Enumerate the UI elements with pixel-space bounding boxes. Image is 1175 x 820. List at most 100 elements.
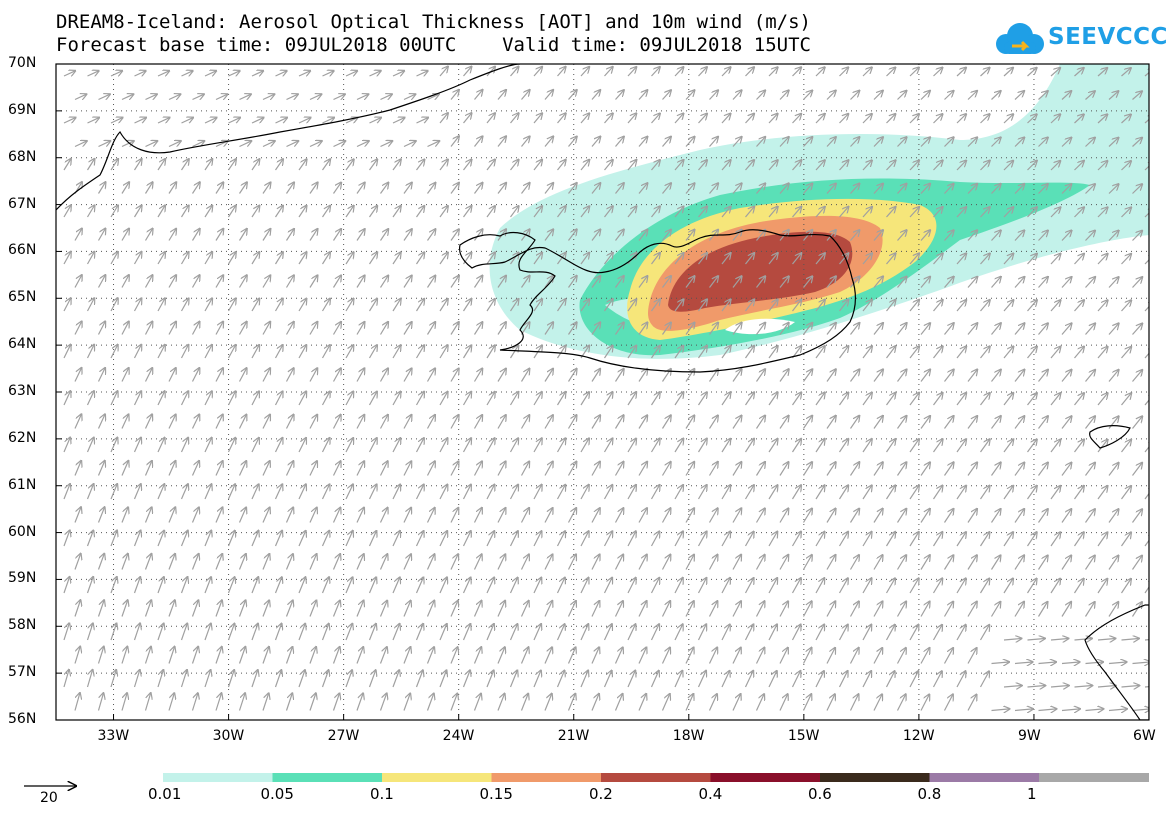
wind-arrow [497,322,506,335]
lon-label: 9W [1017,728,1041,744]
wind-arrow [768,160,778,171]
wind-arrow [792,207,802,218]
wind-arrow [1097,115,1107,124]
wind-arrow [133,624,141,641]
wind-arrow [215,415,223,429]
wind-arrow [544,462,553,476]
wind-arrow [933,393,943,406]
wind-arrow [556,439,566,453]
wind-arrow [873,648,882,664]
wind-arrow [896,695,906,711]
wind-arrow [685,694,693,711]
wind-arrow [533,206,542,218]
wind-arrow [191,601,199,617]
wind-arrow [74,275,82,288]
wind-arrow [651,160,660,171]
wind-arrow [1156,277,1166,287]
wind-arrow [262,694,269,711]
wind-arrow [309,368,317,382]
wind-arrow [309,229,317,241]
wind-arrow [650,439,660,453]
wind-arrow [1085,138,1095,147]
wind-arrow [1144,579,1149,594]
colorbar-segment [1039,773,1149,782]
wind-arrow [63,531,70,547]
wind-arrow [368,345,377,359]
wind-arrow [1108,324,1119,335]
wind-arrow [439,578,447,594]
wind-arrow [732,601,741,617]
wind-arrow [251,438,259,453]
wind-arrow [497,183,506,194]
wind-arrow [345,252,354,265]
wind-arrow [309,601,316,617]
wind-arrow [345,531,353,547]
wind-arrow [227,206,236,218]
wind-arrow [191,229,200,241]
wind-arrow [721,671,730,688]
wind-arrow [1169,254,1175,264]
wind-arrow [567,555,576,570]
wind-arrow [392,160,401,171]
wind-arrow [473,322,483,335]
wind-arrow [345,206,354,218]
wind-arrow [368,299,378,312]
wind-arrow [509,392,519,406]
wind-arrow [298,392,306,406]
wind-arrow [356,415,364,429]
wind-arrow [815,346,825,359]
wind-arrow [638,555,647,570]
wind-arrow [168,461,175,476]
wind-arrow [944,137,954,147]
wind-arrow [862,114,872,124]
wind-arrow [1003,579,1013,594]
wind-arrow [614,415,624,429]
wind-arrow [97,600,105,617]
wind-arrow [544,508,553,523]
wind-arrow [791,625,801,641]
wind-arrow [744,578,754,594]
wind-arrow [110,206,118,218]
wind-arrow [462,671,471,688]
wind-arrow [661,601,671,617]
wind-arrow [1014,277,1024,288]
wind-arrow [991,709,1010,711]
wind-arrow [862,486,872,500]
wind-arrow [356,322,364,335]
wind-arrow [74,229,82,241]
wind-arrow [697,671,706,688]
wind-arrow [615,183,624,194]
wind-arrow [839,160,849,171]
colorbar-label: 0.15 [479,785,513,803]
wind-arrow [862,300,872,312]
wind-arrow [1144,347,1149,359]
wind-arrow [838,486,849,500]
wind-arrow [180,345,189,359]
wind-arrow [909,625,918,641]
wind-arrow [544,555,552,570]
lon-label: 12W [902,728,935,744]
wind-arrow [157,624,164,641]
wind-arrow [97,229,106,241]
wind-arrow [991,323,1001,335]
wind-arrow [510,253,519,265]
wind-arrow [580,160,589,171]
wind-arrow [732,91,741,100]
wind-arrow [815,578,824,594]
wind-arrow [956,439,966,453]
wind-arrow [497,508,505,523]
wind-arrow [1050,300,1060,312]
wind-arrow [1027,347,1037,359]
wind-arrow [298,252,306,265]
wind-arrow [885,579,896,594]
wind-arrow [497,276,506,288]
wind-arrow [933,68,943,77]
lon-label: 27W [327,728,360,744]
wind-arrow [285,647,293,664]
wind-arrow [967,277,977,288]
wind-arrow [403,276,412,288]
wind-arrow [204,438,212,453]
wind-arrow [332,601,340,617]
wind-arrow [933,254,943,265]
wind-arrow [627,485,636,500]
